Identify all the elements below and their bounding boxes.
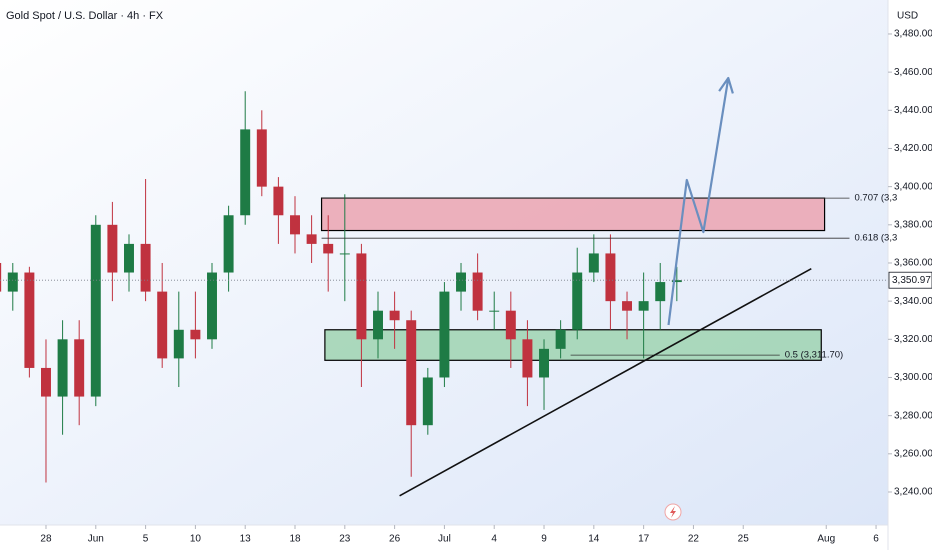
candle-body [173, 329, 184, 359]
candle-body [290, 215, 300, 235]
candle-body [373, 310, 383, 340]
candle-body [389, 310, 400, 321]
candle-body [190, 329, 201, 340]
alert-icon[interactable] [664, 503, 682, 521]
x-tick-label: 5 [143, 534, 149, 545]
candle-body [472, 272, 483, 311]
candle-body [157, 291, 168, 359]
candle-body [306, 234, 317, 244]
candle-body [74, 339, 85, 397]
y-tick-label: 3,460.00 [894, 67, 932, 78]
candle-body [655, 282, 666, 302]
x-tick-label: 9 [541, 534, 547, 545]
candle-body [555, 329, 566, 349]
candle-body [41, 367, 51, 397]
candle-body [489, 310, 500, 312]
fib-level-label: 0.618 (3,3 [854, 233, 897, 244]
candle-body [456, 272, 466, 292]
y-tick-label: 3,380.00 [894, 219, 932, 230]
x-tick-label: 6 [873, 534, 879, 545]
x-tick-label: Jul [438, 534, 451, 545]
y-tick-label: 3,260.00 [894, 448, 932, 459]
candle-body [539, 348, 550, 378]
candle-body [356, 253, 367, 340]
candle-body [57, 339, 68, 397]
projection-path [667, 77, 730, 326]
time-axis [0, 525, 888, 550]
candle-body [406, 320, 417, 426]
candle-body [24, 272, 35, 368]
candle-body [572, 272, 583, 330]
y-tick-label: 3,280.00 [894, 410, 932, 421]
y-tick-label: 3,440.00 [894, 105, 932, 116]
x-tick-label: 14 [588, 534, 600, 545]
x-tick-label: Aug [817, 534, 835, 545]
last-price-box [888, 271, 932, 289]
candle-body [323, 243, 334, 254]
y-tick-label: 3,480.00 [894, 29, 932, 40]
y-tick-label: 3,240.00 [894, 487, 932, 498]
y-tick-label: 3,340.00 [894, 296, 932, 307]
trendline [399, 268, 812, 497]
last-price-label: 3,350.97 [892, 275, 931, 286]
fib-level-label: 0.707 (3,3 [854, 193, 897, 204]
y-tick-label: 3,300.00 [894, 372, 932, 383]
candle-body [588, 253, 599, 273]
candle-body [671, 280, 682, 283]
candle-body [140, 243, 151, 292]
x-tick-label: 25 [738, 534, 750, 545]
x-tick-label: 17 [638, 534, 650, 545]
fib-level-label: 0.5 (3,311.70) [785, 350, 843, 361]
candle-body [207, 272, 217, 340]
x-tick-label: 4 [491, 534, 497, 545]
candle-body [256, 129, 267, 187]
candle-body [240, 129, 251, 216]
candle-body [223, 215, 234, 273]
x-tick-label: 26 [389, 534, 401, 545]
projection-arrowhead [718, 76, 734, 94]
candle-body [273, 186, 284, 216]
y-tick-label: 3,420.00 [894, 143, 932, 154]
candle-body [605, 253, 616, 302]
zone [320, 197, 826, 232]
candle-body [90, 224, 101, 397]
x-tick-label: 10 [190, 534, 202, 545]
x-tick-label: 13 [240, 534, 252, 545]
x-tick-label: Jun [88, 534, 104, 545]
candle-body [107, 224, 118, 273]
candle-body [124, 243, 134, 273]
currency: USD [897, 11, 918, 22]
candle-body [622, 301, 633, 311]
y-tick-label: 3,400.00 [894, 181, 932, 192]
x-tick-label: 28 [40, 534, 52, 545]
x-tick-label: 22 [688, 534, 700, 545]
candle-body [0, 262, 2, 292]
candle-body [422, 377, 433, 426]
chart-title: Gold Spot / U.S. Dollar · 4h · FX [6, 10, 164, 22]
candle-body [505, 310, 516, 340]
candle-body [638, 301, 649, 311]
x-tick-label: 23 [339, 534, 351, 545]
candle-body [439, 291, 450, 378]
y-tick-label: 3,360.00 [894, 258, 932, 269]
zone [324, 329, 822, 361]
axes: 3,240.00 3,260.00 3,280.00 3,300.00 3,320.00… [40, 29, 932, 545]
x-tick-label: 18 [289, 534, 301, 545]
candle-body [339, 253, 350, 255]
candle-body [522, 339, 533, 378]
candle-body [7, 272, 18, 292]
y-tick-label: 3,320.00 [894, 334, 932, 345]
candles [0, 91, 682, 483]
drawings: 0.707 (3,3 0.618 (3,3 0.5 (3,311.70) [0, 76, 897, 497]
